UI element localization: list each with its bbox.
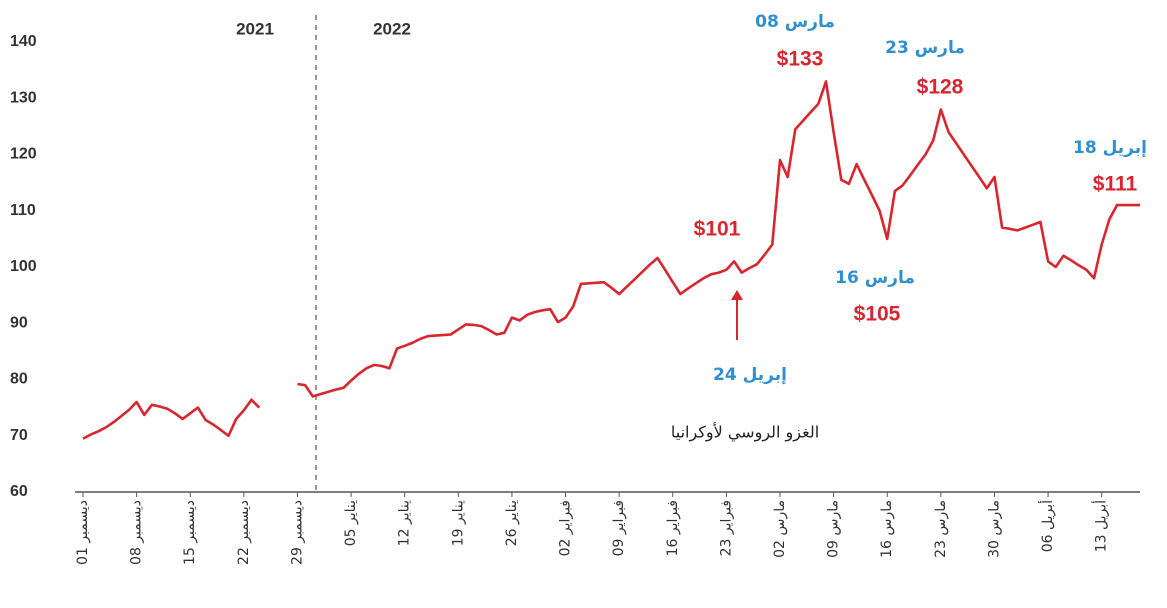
- y-tick-label: 60: [10, 483, 28, 500]
- y-tick-label: 140: [10, 33, 37, 50]
- x-tick-label: 16 مارس: [879, 500, 895, 558]
- annotation: 18 إبريل: [1073, 138, 1147, 158]
- annotation: $101: [694, 218, 741, 241]
- x-tick-label: 22 ديسمبر: [236, 500, 252, 565]
- annotation: $105: [854, 303, 901, 326]
- x-tick-label: 16 فبراير: [665, 500, 681, 556]
- x-tick-label: 23 فبراير: [718, 500, 734, 556]
- x-tick-label: 02 فبراير: [558, 500, 574, 556]
- x-tick-label: 30 مارس: [986, 500, 1002, 558]
- price-line: [82, 80, 1140, 440]
- y-tick-label: 100: [10, 258, 37, 275]
- annotation: 2021: [236, 19, 274, 38]
- x-tick-label: 09 فبراير: [611, 500, 627, 556]
- annotation: 24 إبريل: [713, 365, 787, 385]
- x-tick-label: 12 يناير: [397, 500, 413, 546]
- x-tick-label: 23 مارس: [933, 500, 949, 558]
- annotation: الغزو الروسي لأوكرانيا: [671, 422, 819, 443]
- annotation: $128: [917, 76, 964, 99]
- y-tick-label: 130: [10, 89, 37, 106]
- x-tick-label: 05 يناير: [343, 500, 359, 546]
- y-tick-label: 70: [10, 427, 28, 444]
- x-tick-label: 01 ديسمبر: [75, 500, 91, 565]
- x-tick-label: 08 ديسمبر: [129, 500, 145, 565]
- y-tick-label: 110: [10, 202, 36, 219]
- y-tick-label: 80: [10, 371, 28, 388]
- annotation: $111: [1093, 173, 1138, 196]
- annotation: 16 مارس: [835, 268, 915, 288]
- x-tick-label: 02 مارس: [772, 500, 788, 558]
- x-tick-label: 15 ديسمبر: [182, 500, 198, 565]
- annotation: 23 مارس: [885, 38, 965, 58]
- x-tick-label: 09 مارس: [826, 500, 842, 558]
- x-tick-label: 19 يناير: [450, 500, 466, 546]
- x-tick-label: 06 أبريل: [1038, 500, 1056, 552]
- x-tick-label: 26 يناير: [504, 500, 520, 546]
- annotation: 2022: [373, 19, 411, 38]
- y-tick-label: 120: [10, 146, 37, 163]
- arrow-head: [731, 290, 743, 300]
- y-tick-label: 90: [10, 314, 28, 331]
- annotation: $133: [777, 48, 824, 71]
- x-tick-label: 13 أبريل: [1092, 500, 1110, 552]
- x-tick-label: 29 ديسمبر: [289, 500, 305, 565]
- annotation: 08 مارس: [755, 12, 835, 32]
